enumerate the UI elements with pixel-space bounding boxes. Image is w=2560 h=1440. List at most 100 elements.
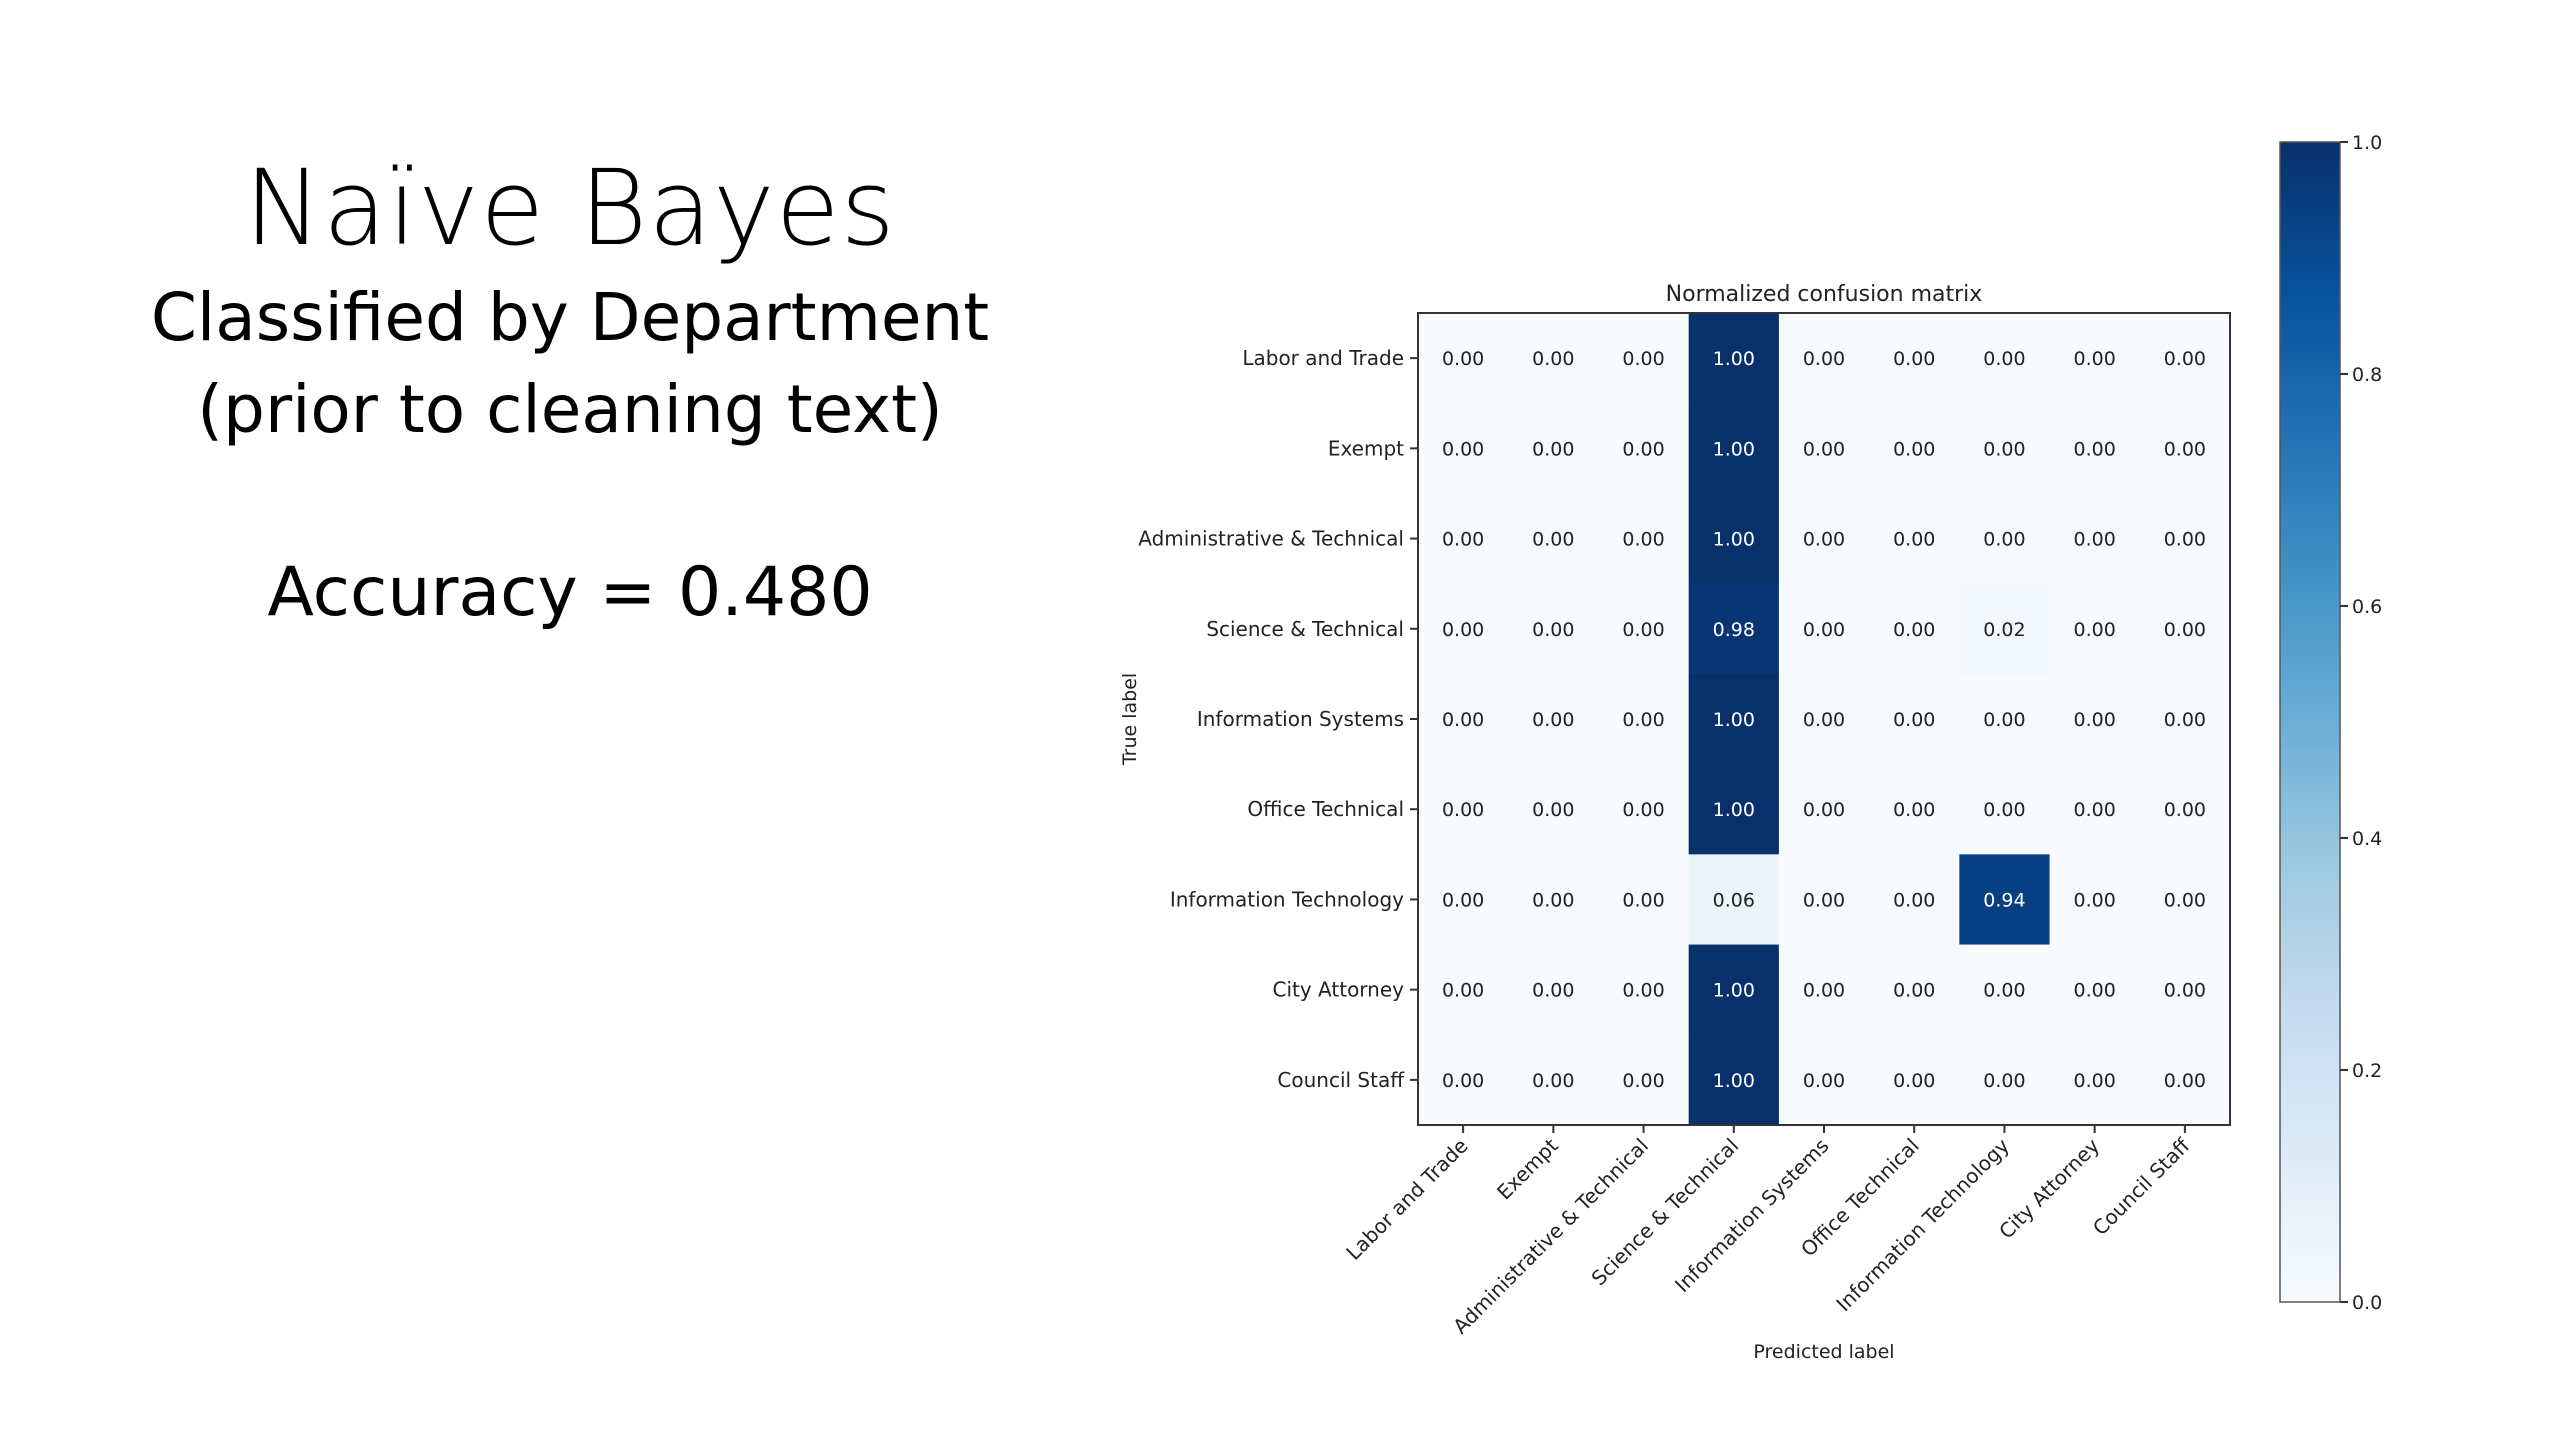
- heatmap-cell: [2139, 764, 2231, 855]
- heatmap-cell: [1869, 764, 1960, 855]
- colorbar-tick-label: 0.2: [2352, 1060, 2382, 1082]
- heatmap-cell: [1778, 854, 1870, 946]
- cell-value-label: 0.00: [1622, 438, 1664, 460]
- cell-value-label: 0.00: [1983, 980, 2025, 1002]
- x-axis-label: Predicted label: [1753, 1341, 1894, 1363]
- heatmap-cell: [1418, 854, 1509, 946]
- cell-value-label: 0.00: [2074, 1070, 2116, 1092]
- cell-value-label: 0.00: [2164, 529, 2206, 551]
- cell-value-label: 0.00: [1983, 438, 2025, 460]
- heatmap-cell: [2139, 854, 2231, 946]
- heatmap-cell: [1508, 313, 1599, 404]
- heatmap-cell: [1418, 403, 1509, 494]
- heatmap-cell: [2049, 313, 2141, 404]
- heatmap-cell: [1598, 764, 1690, 855]
- cell-value-label: 0.00: [1442, 889, 1484, 911]
- heatmap-cell: [2139, 583, 2231, 675]
- cell-value-label: 0.00: [1532, 529, 1574, 551]
- cell-value-label: 0.00: [1803, 980, 1845, 1002]
- slide-text-panel: Naïve Bayes Classified by Department (pr…: [0, 0, 1140, 700]
- cell-value-label: 0.00: [1442, 619, 1484, 641]
- cell-value-label: 0.00: [1532, 348, 1574, 370]
- heatmap-cell: [2139, 1034, 2231, 1126]
- heatmap-cell: [2139, 313, 2231, 404]
- cell-value-label: 0.00: [2164, 1070, 2206, 1092]
- heatmap-cell: [1418, 493, 1509, 585]
- heatmap-cell: [1418, 313, 1509, 404]
- heatmap-cell: [1869, 673, 1960, 765]
- heatmap-cell: [1508, 854, 1599, 946]
- heatmap-cell: [1869, 854, 1960, 946]
- cell-value-label: 0.00: [1893, 980, 1935, 1002]
- cell-value-label: 0.00: [1622, 799, 1664, 821]
- heatmap-cell: [1869, 403, 1960, 494]
- colorbar-tick-label: 0.4: [2352, 828, 2382, 850]
- heatmap-cell: [1598, 944, 1690, 1036]
- heatmap-cell: [1778, 764, 1870, 855]
- heatmap-cell: [1508, 1034, 1599, 1126]
- heatmap-cell: [1778, 403, 1870, 494]
- cell-value-label: 0.94: [1983, 889, 2025, 911]
- heatmap-cell: [1959, 583, 2051, 675]
- heatmap-cell: [1959, 764, 2051, 855]
- heatmap-cell: [1869, 1034, 1960, 1126]
- heatmap-cell: [1869, 944, 1960, 1036]
- heatmap-cell: [1688, 583, 1780, 675]
- cell-value-label: 0.00: [1442, 438, 1484, 460]
- cell-value-label: 0.00: [1893, 799, 1935, 821]
- cell-value-label: 0.00: [1442, 799, 1484, 821]
- cell-value-label: 0.00: [1893, 619, 1935, 641]
- cell-value-label: 0.00: [2164, 619, 2206, 641]
- x-tick-label: Science & Technical: [1587, 1134, 1744, 1291]
- heatmap-cell: [1959, 944, 2051, 1036]
- heatmap-cell: [1778, 583, 1870, 675]
- cell-value-label: 0.00: [2164, 709, 2206, 731]
- slide-title: Naïve Bayes: [244, 147, 896, 269]
- cell-value-label: 0.00: [1803, 619, 1845, 641]
- heatmap-cells: [1418, 313, 2231, 1126]
- cell-value-label: 0.00: [1442, 1070, 1484, 1092]
- cell-value-label: 0.00: [1983, 799, 2025, 821]
- heatmap-cell: [2049, 764, 2141, 855]
- cell-value-label: 1.00: [1713, 529, 1755, 551]
- cell-value-label: 0.00: [1803, 529, 1845, 551]
- cell-value-label: 0.00: [1803, 709, 1845, 731]
- cell-value-label: 0.00: [1622, 980, 1664, 1002]
- heatmap-cell: [1418, 764, 1509, 855]
- colorbar-gradient: [2279, 141, 2341, 1303]
- heatmap-cell: [2049, 493, 2141, 585]
- cell-value-label: 0.00: [1893, 1070, 1935, 1092]
- heatmap-cell: [1778, 673, 1870, 765]
- y-tick-label: City Attorney: [1273, 978, 1405, 1002]
- cell-value-label: 0.00: [2074, 799, 2116, 821]
- heatmap-cell: [2139, 673, 2231, 765]
- chart-title: Normalized confusion matrix: [1666, 282, 1983, 307]
- cell-value-label: 0.00: [2164, 799, 2206, 821]
- cell-value-label: 0.00: [1532, 799, 1574, 821]
- cell-value-label: 0.00: [1622, 529, 1664, 551]
- cell-value-label: 0.00: [1442, 529, 1484, 551]
- heatmap-cell: [1508, 944, 1599, 1036]
- heatmap-cell: [1869, 583, 1960, 675]
- colorbar-tick-label: 0.8: [2352, 364, 2382, 386]
- cell-value-label: 0.00: [1442, 348, 1484, 370]
- y-tick-label: Exempt: [1328, 436, 1404, 460]
- slide-subtitle-line-1: Classified by Department: [150, 279, 990, 356]
- heatmap-cell: [1959, 673, 2051, 765]
- cell-value-label: 0.00: [2074, 529, 2116, 551]
- x-tick-label: Information Technology: [1831, 1133, 2014, 1316]
- cell-value-label: 1.00: [1713, 709, 1755, 731]
- y-tick-label: Council Staff: [1277, 1068, 1405, 1092]
- y-tick-label: Labor and Trade: [1242, 346, 1404, 370]
- heatmap-cell: [2139, 944, 2231, 1036]
- cell-value-label: 0.00: [2164, 348, 2206, 370]
- heatmap-cell: [1508, 764, 1599, 855]
- cell-value-label: 0.00: [1893, 438, 1935, 460]
- heatmap-cell: [2049, 583, 2141, 675]
- cell-value-label: 0.00: [2074, 889, 2116, 911]
- cell-value-label: 0.00: [1532, 980, 1574, 1002]
- y-axis-label: True label: [1119, 673, 1141, 766]
- cell-value-label: 0.00: [1622, 619, 1664, 641]
